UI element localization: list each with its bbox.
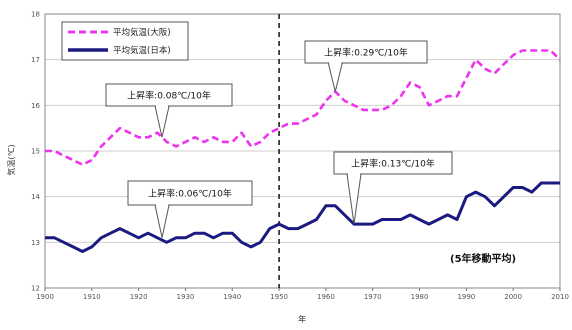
legend-label-osaka: 平均気温(大阪) bbox=[113, 27, 171, 38]
legend-label-japan: 平均気温(日本) bbox=[113, 45, 171, 56]
annotation-1: 上昇率:0.29℃/10年 bbox=[304, 40, 428, 92]
annotation-text: 上昇率:0.13℃/10年 bbox=[351, 158, 435, 170]
series-line-osaka bbox=[45, 49, 561, 166]
y-tick-label: 17 bbox=[31, 56, 40, 64]
y-tick-label: 13 bbox=[31, 239, 40, 247]
series-lines bbox=[45, 49, 561, 253]
y-axis-ticks: 12 13 14 15 16 17 18 bbox=[31, 11, 40, 293]
annotation-text: 上昇率:0.08℃/10年 bbox=[127, 90, 211, 102]
x-tick-label: 1980 bbox=[411, 293, 429, 301]
annotation-2: 上昇率:0.06℃/10年 bbox=[127, 180, 253, 238]
annotation-0: 上昇率:0.08℃/10年 bbox=[105, 83, 233, 138]
annotation-box bbox=[105, 83, 233, 107]
annotation-box bbox=[127, 180, 253, 206]
y-tick-label: 16 bbox=[31, 102, 40, 110]
y-tick-label: 15 bbox=[31, 148, 40, 156]
legend-box bbox=[61, 21, 189, 61]
x-tick-label: 1930 bbox=[177, 293, 195, 301]
series-line-japan bbox=[45, 181, 560, 253]
annotation-pointer bbox=[154, 204, 170, 238]
x-tick-label: 1920 bbox=[130, 293, 148, 301]
annotation-text: 上昇率:0.29℃/10年 bbox=[324, 47, 408, 59]
annotation-text: 上昇率:0.06℃/10年 bbox=[148, 188, 232, 200]
annotation-3: 上昇率:0.13℃/10年 bbox=[333, 151, 453, 225]
y-tick-label: 18 bbox=[31, 11, 40, 19]
x-tick-label: 2010 bbox=[551, 293, 569, 301]
annotation-pointer bbox=[346, 173, 362, 225]
x-tick-label: 1990 bbox=[457, 293, 475, 301]
annotation-pointer bbox=[327, 62, 343, 92]
y-axis-label: 気温(℃) bbox=[6, 144, 16, 175]
x-tick-label: 1910 bbox=[83, 293, 101, 301]
y-tick-label: 12 bbox=[31, 285, 40, 293]
x-tick-label: 1950 bbox=[270, 293, 288, 301]
x-axis-label: 年 bbox=[298, 314, 306, 324]
x-tick-label: 1900 bbox=[36, 293, 54, 301]
x-tick-label: 2000 bbox=[504, 293, 522, 301]
moving-average-note: (5年移動平均) bbox=[450, 252, 516, 265]
annotation-box bbox=[333, 151, 453, 175]
x-tick-label: 1970 bbox=[364, 293, 382, 301]
x-tick-label: 1960 bbox=[317, 293, 335, 301]
x-tick-label: 1940 bbox=[223, 293, 241, 301]
y-tick-label: 14 bbox=[31, 193, 40, 201]
annotation-box bbox=[304, 40, 428, 64]
legend: 平均気温(大阪) 平均気温(日本) bbox=[61, 21, 189, 61]
x-axis-ticks: 1900 1910 1920 1930 1940 1950 1960 1970 1980 1990… bbox=[36, 288, 569, 301]
